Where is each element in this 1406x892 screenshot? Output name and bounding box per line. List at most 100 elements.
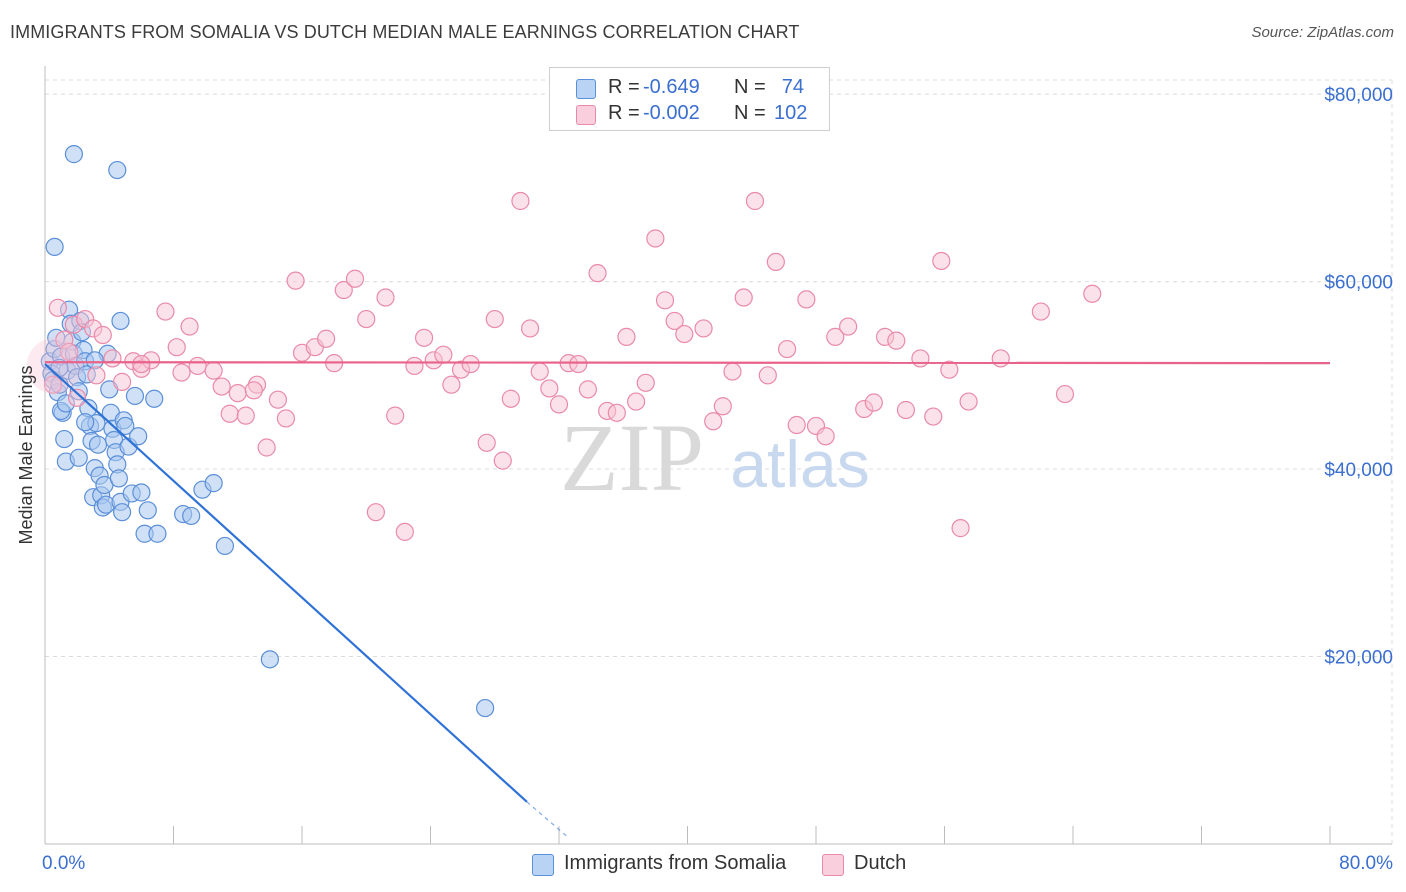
dutch-point <box>694 319 713 338</box>
bottom-legend-label-dutch: Dutch <box>854 852 907 874</box>
dutch-point <box>485 309 504 329</box>
dutch-point <box>940 360 959 379</box>
dutch-point <box>461 354 480 374</box>
dutch-point <box>511 191 530 211</box>
dutch-point <box>530 362 549 381</box>
dutch-point <box>212 377 231 396</box>
somalia-point <box>215 536 234 556</box>
dutch-point <box>745 191 765 211</box>
dutch-point <box>588 264 607 283</box>
trend-lines <box>44 361 1331 837</box>
dutch-point <box>766 252 785 272</box>
dutch-point <box>924 407 943 426</box>
dutch-point <box>1031 302 1050 321</box>
legend-n-label: N = <box>734 76 766 98</box>
dutch-point <box>376 288 395 307</box>
somalia-point <box>85 351 104 370</box>
dutch-point <box>797 290 816 309</box>
dutch-point <box>244 381 263 400</box>
dutch-point <box>665 311 684 331</box>
dutch-point <box>704 412 723 431</box>
dutch-point <box>959 392 978 411</box>
legend-row-somalia: R = -0.649 N = 74 <box>550 75 829 101</box>
watermark-atlas: atlas <box>730 427 869 501</box>
dutch-point <box>188 356 207 376</box>
chart-title: IMMIGRANTS FROM SOMALIA VS DUTCH MEDIAN … <box>10 22 800 42</box>
dutch-point <box>549 395 569 414</box>
y-tick-label: $40,000 <box>1324 460 1393 481</box>
legend-swatch-dutch <box>576 105 596 125</box>
dutch-point <box>48 298 67 317</box>
bottom-legend-swatch-somalia <box>532 854 554 876</box>
dutch-point <box>434 345 453 364</box>
dutch-point <box>493 451 512 470</box>
legend-n-value: 102 <box>774 102 808 124</box>
dutch-point <box>93 325 112 345</box>
dutch-point <box>156 302 175 321</box>
dutch-point <box>826 327 845 346</box>
dutch-point <box>578 380 598 399</box>
somalia-point <box>204 474 223 493</box>
dutch-point <box>1055 384 1075 404</box>
dutch-point <box>896 400 916 420</box>
legend-row-dutch: R = -0.002 N = 102 <box>550 101 829 127</box>
somalia-points <box>40 145 495 718</box>
dutch-point <box>646 229 665 248</box>
dutch-point <box>334 280 353 300</box>
dutch-point <box>103 349 122 368</box>
dutch-point <box>777 339 797 359</box>
dutch-point <box>636 373 655 392</box>
dutch-point <box>220 404 239 423</box>
somalia-trend-extension <box>526 801 568 837</box>
dutch-point <box>386 406 405 425</box>
y-tick-label: $20,000 <box>1324 648 1393 669</box>
dutch-point <box>167 338 186 357</box>
x-tick-label-min: 0.0% <box>42 853 85 874</box>
dutch-point <box>405 356 424 376</box>
somalia-point <box>476 698 495 718</box>
somalia-point <box>145 389 164 408</box>
source-label: Source: ZipAtlas.com <box>1251 24 1394 41</box>
dutch-point <box>520 319 540 338</box>
dutch-point <box>316 329 336 348</box>
dutch-point <box>617 327 636 346</box>
legend-swatch-somalia <box>576 79 596 99</box>
somalia-point <box>111 311 130 331</box>
bottom-legend-swatch-dutch <box>822 854 844 876</box>
somalia-point <box>260 650 279 669</box>
dutch-point <box>540 379 559 398</box>
dutch-point <box>68 388 87 407</box>
x-tick-label-max: 80.0% <box>1339 853 1393 874</box>
somalia-trend-line <box>44 363 528 803</box>
dutch-point <box>414 328 434 347</box>
dutch-point <box>734 288 753 307</box>
dutch-point <box>268 390 288 409</box>
y-tick-label: $60,000 <box>1324 273 1393 294</box>
dutch-point <box>180 317 199 336</box>
dutch-point <box>816 427 835 446</box>
dutch-point <box>991 349 1010 368</box>
dutch-point <box>286 271 305 290</box>
somalia-point <box>112 503 132 522</box>
legend-n-value: 74 <box>781 76 804 98</box>
dutch-point <box>839 317 858 336</box>
legend-r-value: -0.649 <box>643 76 700 98</box>
dutch-point <box>911 349 930 368</box>
somalia-point <box>88 435 108 454</box>
somalia-point <box>182 506 201 526</box>
correlation-legend: R = -0.649 N = 74 R = -0.002 N = 102 <box>549 67 830 131</box>
dutch-point <box>395 522 414 541</box>
dutch-points <box>26 191 1102 541</box>
tick-labels: $20,000 $40,000 $60,000 $80,000 0.0% 80.0% <box>42 85 1393 874</box>
somalia-point <box>125 386 145 406</box>
dutch-point <box>713 397 732 416</box>
somalia-point <box>76 413 95 432</box>
dutch-point <box>236 406 255 425</box>
somalia-point <box>129 427 148 446</box>
dutch-point <box>228 384 247 403</box>
dutch-point <box>607 403 626 422</box>
dutch-point <box>887 331 906 350</box>
axes <box>44 66 1392 845</box>
dutch-point <box>172 363 191 382</box>
somalia-point <box>108 160 127 180</box>
